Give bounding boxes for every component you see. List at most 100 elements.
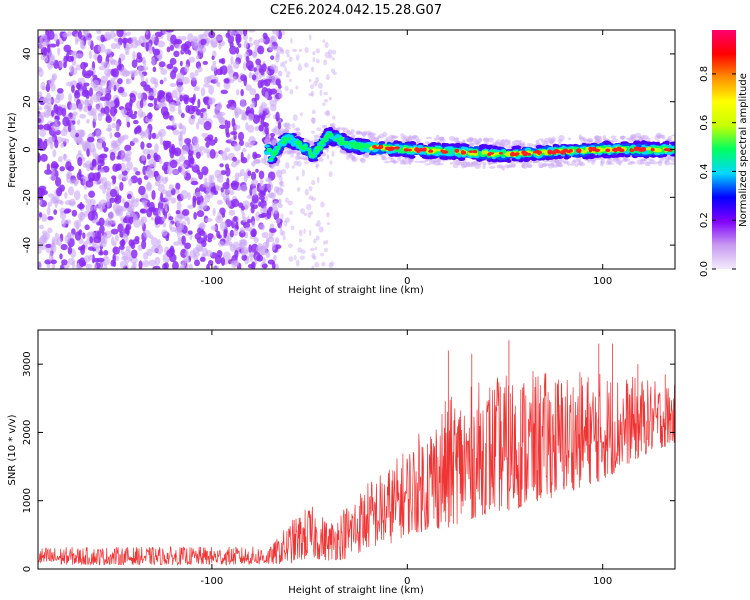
spectrogram-noise-speck (112, 246, 121, 255)
spectrogram-noise-speck (117, 223, 124, 233)
signal-halo (586, 139, 593, 144)
spectrogram-noise-speck (295, 54, 300, 61)
spectrogram-noise-speck (184, 64, 190, 73)
spectrogram-noise-speck (215, 35, 223, 41)
spectrogram-noise-speck (309, 247, 315, 252)
spectrogram-noise-speck (225, 132, 231, 138)
spectrogram-noise-speck (146, 142, 152, 149)
spectrogram-noise-speck (181, 259, 187, 268)
signal-band-blob (430, 141, 438, 146)
spectrogram-noise-speck (208, 174, 212, 184)
spectrogram-noise-speck (60, 218, 67, 228)
spectrogram-noise-speck (123, 255, 131, 264)
spectrogram-noise-speck (63, 209, 70, 214)
signal-halo (593, 135, 599, 140)
signal-halo (668, 162, 675, 165)
spectrogram-noise-speck (194, 69, 199, 77)
signal-halo (542, 162, 548, 167)
spectrogram-noise-speck (292, 114, 298, 122)
spectrogram-noise-speck (151, 56, 156, 67)
spectrogram-noise-speck (252, 114, 260, 124)
spectrogram-noise-speck (128, 215, 134, 225)
signal-halo (303, 161, 310, 164)
spectrogram-noise-speck (88, 190, 96, 198)
spectrogram-noise-speck (169, 106, 176, 112)
signal-halo (303, 156, 309, 161)
spectrogram-noise-speck (46, 206, 51, 216)
spectrogram-noise-speck (124, 249, 132, 257)
spectrogram-noise-speck (132, 138, 139, 144)
signal-band-blob (655, 141, 661, 146)
spectrogram-noise-speck (125, 70, 131, 76)
spectrogram-noise-speck (227, 64, 232, 71)
signal-halo (487, 137, 495, 143)
spectrogram-noise-speck (125, 245, 131, 252)
spectrogram-noise-speck (284, 66, 288, 73)
spectrogram-noise-speck (64, 192, 68, 199)
spectrogram-noise-speck (207, 233, 214, 240)
signal-halo (282, 149, 287, 155)
signal-band-blob (340, 141, 345, 145)
spectrogram-noise-speck (249, 253, 253, 263)
spectrogram-noise-speck (255, 58, 262, 66)
spectrogram-noise-speck (42, 86, 46, 91)
signal-halo (522, 141, 526, 146)
spectrogram-noise-speck (113, 84, 117, 92)
signal-halo (571, 160, 577, 164)
signal-band-blob (563, 155, 570, 160)
spectrogram-noise-speck (77, 203, 85, 210)
spectrogram-noise-speck (279, 224, 283, 231)
spectrogram-noise-speck (182, 125, 187, 135)
spectrogram-noise-speck (102, 255, 110, 266)
spectrogram-noise-speck (261, 231, 269, 239)
spectrogram-noise-speck (123, 201, 130, 209)
spectrogram-noise-speck (96, 154, 105, 164)
spectrogram-noise-speck (308, 195, 314, 200)
spectrogram-noise-speck (104, 98, 109, 109)
spectrogram-noise-speck (258, 109, 264, 115)
spectrogram-noise-speck (233, 228, 239, 236)
spectrogram-noise-speck (71, 84, 75, 94)
spectrogram-noise-speck (61, 259, 68, 266)
spectrogram-noise-speck (95, 129, 102, 139)
spectrogram-noise-speck (82, 157, 86, 162)
spectrogram-noise-speck (273, 254, 277, 261)
spectrogram-noise-speck (229, 106, 235, 111)
spectrogram-noise-speck (212, 266, 219, 269)
spectrogram-noise-speck (330, 68, 336, 73)
spectrogram-noise-speck (208, 74, 217, 80)
spectrogram-noise-speck (101, 88, 107, 96)
spectrogram-noise-speck (299, 112, 304, 117)
spectrogram-noise-speck (132, 51, 136, 60)
spectrogram-noise-speck (190, 76, 197, 81)
signal-halo (418, 160, 426, 164)
spectrogram-noise-speck (170, 70, 177, 80)
spectrogram-noise-speck (217, 101, 222, 112)
signal-band-blob (396, 149, 403, 153)
spectrogram-noise-speck (38, 112, 47, 118)
spectrogram-noise-speck (203, 83, 211, 88)
spectrogram-noise-speck (212, 60, 217, 65)
signal-band-blob (334, 137, 339, 142)
spectrogram-noise-speck (77, 77, 86, 85)
spectrogram-noise-speck (47, 30, 55, 41)
spectrogram-noise-speck (223, 228, 228, 239)
spectrogram-noise-speck (131, 36, 138, 41)
spectrogram-noise-speck (275, 237, 280, 245)
spectrogram-noise-speck (82, 175, 86, 186)
spectrogram-noise-speck (311, 109, 316, 115)
spectrogram-noise-speck (50, 259, 57, 265)
spectrogram-noise-speck (255, 168, 259, 173)
spectrogram-noise-speck (39, 187, 45, 197)
signal-halo (397, 157, 402, 161)
spectrogram-noise-speck (86, 99, 93, 107)
spectrogram-noise-speck (68, 186, 74, 196)
spectrogram-noise-speck (103, 31, 112, 41)
spectrogram-noise-speck (66, 232, 75, 239)
spectrogram-noise-speck (151, 132, 156, 139)
spectrogram-noise-speck (268, 44, 275, 52)
spectrogram-noise-speck (154, 31, 163, 38)
spectrogram-noise-speck (109, 197, 116, 203)
spectrogram-noise-speck (307, 212, 312, 219)
spectrogram-noise-speck (116, 30, 124, 38)
